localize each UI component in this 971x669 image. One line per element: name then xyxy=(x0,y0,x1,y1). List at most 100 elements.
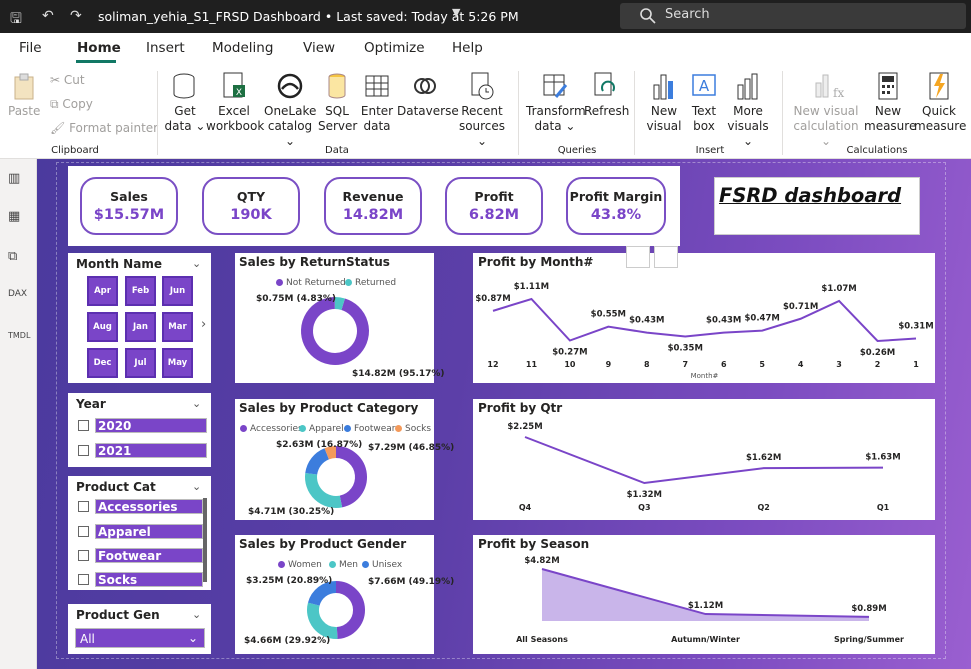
chart-panel-profit-by-qtr[interactable] xyxy=(473,399,935,520)
menu-bar: File Home Insert Modeling View Optimize … xyxy=(0,33,971,65)
donut-slice[interactable] xyxy=(324,446,337,460)
more-visuals-button[interactable]: More visuals ⌄ xyxy=(724,71,772,149)
month-tile[interactable]: Feb xyxy=(125,276,156,306)
onelake-catalog-button[interactable]: OneLake catalog ⌄ xyxy=(264,71,316,149)
donut-slice[interactable] xyxy=(334,297,345,311)
year-option[interactable]: 2020 xyxy=(95,418,207,433)
transform-data-button[interactable]: Transform data ⌄ xyxy=(526,71,586,134)
month-tile[interactable]: Aug xyxy=(87,312,118,342)
menu-help[interactable]: Help xyxy=(452,40,483,56)
donut-slice[interactable] xyxy=(307,581,337,607)
kpi-title: QTY xyxy=(236,189,266,204)
donut-slice[interactable] xyxy=(305,448,330,475)
kpi-card-sales[interactable]: Sales $15.57M xyxy=(80,177,178,235)
data-label: $0.43M xyxy=(706,316,741,326)
dashboard-title-box[interactable]: FSRD dashboard xyxy=(714,177,920,235)
redo-icon[interactable]: ↷ xyxy=(70,8,82,24)
donut-slice[interactable] xyxy=(307,602,338,639)
checkbox[interactable] xyxy=(78,550,89,561)
checkbox[interactable] xyxy=(78,574,89,585)
bar-chart-icon xyxy=(653,74,673,100)
quick-measure-button[interactable]: Quick measure xyxy=(914,71,966,134)
get-data-label-2: data ⌄ xyxy=(164,119,206,133)
slicer-title: Product Gen xyxy=(76,608,160,622)
donut-slice[interactable] xyxy=(335,581,365,639)
model-view-icon[interactable]: ⧉ xyxy=(8,249,18,264)
kpi-card-profit-margin[interactable]: Profit Margin 43.8% xyxy=(566,177,666,235)
month-tile[interactable]: Mar xyxy=(162,312,193,342)
paste-button[interactable]: Paste xyxy=(8,71,40,119)
month-tile[interactable]: Apr xyxy=(87,276,118,306)
chevron-down-icon[interactable]: ⌄ xyxy=(192,608,202,621)
visual-header-button[interactable] xyxy=(626,246,650,268)
menu-home[interactable]: Home xyxy=(77,40,121,56)
copy-button[interactable]: ⧉ Copy xyxy=(50,97,93,111)
kpi-card-qty[interactable]: QTY 190K xyxy=(202,177,300,235)
scrollbar[interactable] xyxy=(203,498,207,582)
new-measure-button[interactable]: New measure xyxy=(864,71,916,134)
line-chart-profit-by-month: $0.87M12$1.11M11$0.27M10$0.55M9$0.43M8$0… xyxy=(475,282,933,380)
checkbox[interactable] xyxy=(78,420,89,431)
excel-workbook-button[interactable]: X Excel workbook xyxy=(206,71,264,134)
menu-file[interactable]: File xyxy=(19,40,42,56)
month-tile[interactable]: Jan xyxy=(125,312,156,342)
month-tile[interactable]: Dec xyxy=(87,348,118,378)
year-option[interactable]: 2021 xyxy=(95,443,207,458)
month-tile[interactable]: Jun xyxy=(162,276,193,306)
checkbox[interactable] xyxy=(78,526,89,537)
checkbox[interactable] xyxy=(78,501,89,512)
group-data: Data xyxy=(325,145,349,156)
sql-server-button[interactable]: SQL Server xyxy=(318,71,357,134)
category-option[interactable]: Apparel xyxy=(95,524,203,539)
title-dropdown-icon[interactable]: ▼ xyxy=(452,6,461,19)
category-option[interactable]: Footwear xyxy=(95,548,203,563)
month-tile[interactable]: Jul xyxy=(125,348,156,378)
donut-slice[interactable] xyxy=(335,446,367,508)
format-painter-button[interactable]: 🖌 Format painter xyxy=(50,121,159,135)
checkbox[interactable] xyxy=(78,445,89,456)
category-option[interactable]: Socks xyxy=(95,572,203,587)
month-tile[interactable]: May xyxy=(162,348,193,378)
chevron-down-icon[interactable]: ⌄ xyxy=(192,257,202,270)
menu-insert[interactable]: Insert xyxy=(146,40,185,56)
table-view-icon[interactable]: ▦ xyxy=(8,209,21,224)
product-gen-dropdown[interactable]: All ⌄ xyxy=(75,628,205,648)
menu-view[interactable]: View xyxy=(303,40,336,56)
donut-slice[interactable] xyxy=(301,297,369,365)
chevron-down-icon[interactable]: ⌄ xyxy=(192,397,202,410)
search-box[interactable]: Search xyxy=(620,3,966,29)
kpi-card-revenue[interactable]: Revenue 14.82M xyxy=(324,177,422,235)
data-label: $0.35M xyxy=(668,344,703,354)
chart-title: Profit by Month# xyxy=(478,255,594,269)
menu-modeling[interactable]: Modeling xyxy=(212,40,274,56)
tmdl-view-icon[interactable]: TMDL xyxy=(8,331,31,340)
get-data-button[interactable]: Get data ⌄ xyxy=(164,71,206,134)
transform-label-1: Transform xyxy=(526,104,586,118)
visual-header-button[interactable] xyxy=(654,246,678,268)
series-line[interactable] xyxy=(541,568,870,618)
chevron-right-icon[interactable]: › xyxy=(201,317,207,332)
dataverse-button[interactable]: Dataverse xyxy=(397,71,459,119)
series-line[interactable] xyxy=(524,436,884,485)
data-label: $0.26M xyxy=(860,348,895,358)
text-box-button[interactable]: A Text box xyxy=(686,71,722,134)
refresh-button[interactable]: Refresh xyxy=(584,71,629,119)
new-visual-button[interactable]: New visual xyxy=(644,71,684,134)
category-option[interactable]: Accessories xyxy=(95,499,203,514)
undo-icon[interactable]: ↶ xyxy=(42,8,54,24)
chevron-down-icon[interactable]: ⌄ xyxy=(192,480,202,493)
donut-slice[interactable] xyxy=(305,472,343,508)
data-label: $0.47M xyxy=(745,314,780,324)
kpi-card-profit[interactable]: Profit 6.82M xyxy=(445,177,543,235)
menu-optimize[interactable]: Optimize xyxy=(364,40,425,56)
cut-button[interactable]: ✂ Cut xyxy=(50,73,85,87)
series-line[interactable] xyxy=(492,297,917,343)
report-view-icon[interactable]: ▥ xyxy=(8,171,21,186)
new-visual-calculation-button[interactable]: fx New visual calculation ⌄ xyxy=(790,71,862,149)
slicer-title: Year xyxy=(76,397,106,411)
visual-calc-label-1: New visual xyxy=(793,104,859,118)
dax-query-view-icon[interactable]: DAX xyxy=(8,289,28,299)
enter-data-button[interactable]: Enter data xyxy=(358,71,396,134)
save-icon[interactable]: 🖫 xyxy=(10,11,22,27)
recent-sources-button[interactable]: Recent sources ⌄ xyxy=(455,71,509,149)
